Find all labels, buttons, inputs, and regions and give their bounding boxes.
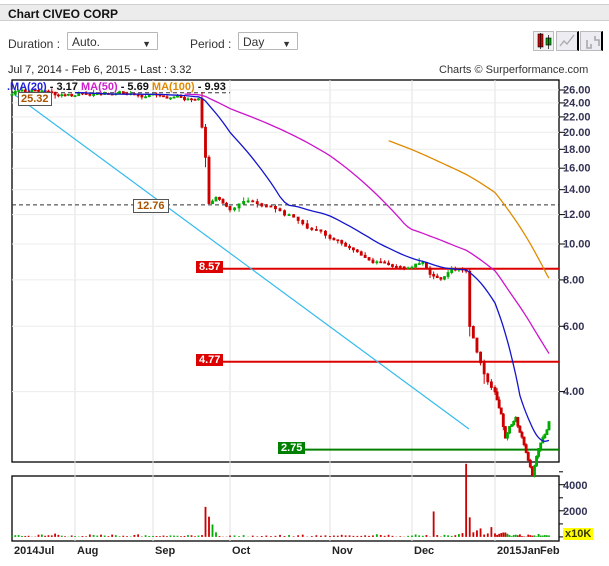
svg-text:Sep: Sep xyxy=(155,545,175,557)
svg-text:Nov: Nov xyxy=(332,545,354,557)
svg-text:Aug: Aug xyxy=(77,545,98,557)
svg-text:2015Jan: 2015Jan xyxy=(497,545,541,557)
svg-text:4000: 4000 xyxy=(563,480,587,492)
svg-text:2000: 2000 xyxy=(563,506,587,518)
svg-text:2014Jul: 2014Jul xyxy=(14,545,54,557)
svg-text:Feb: Feb xyxy=(540,545,560,557)
svg-text:Dec: Dec xyxy=(414,545,434,557)
svg-text:Oct: Oct xyxy=(232,545,251,557)
